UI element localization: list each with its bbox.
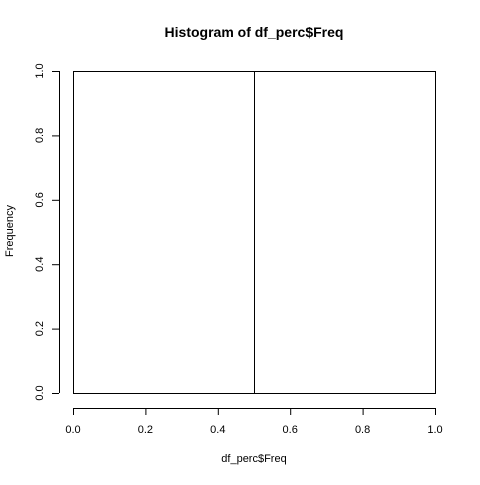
y-tick-label-5: 1.0 [34,63,46,78]
x-tick-label-4: 0.8 [355,424,370,436]
x-axis: 0.0 0.2 0.4 0.6 0.8 1.0 [65,408,442,436]
x-tick-label-3: 0.6 [283,424,298,436]
x-tick-label-5: 1.0 [427,424,442,436]
y-tick-label-3: 0.6 [34,192,46,207]
x-tick-label-2: 0.4 [210,424,225,436]
y-axis-label: Frequency [4,205,16,257]
y-tick-label-1: 0.2 [34,321,46,336]
y-tick-label-0: 0.0 [34,385,46,400]
histogram-bar-1 [74,72,255,394]
chart-title: Histogram of df_perc$Freq [165,24,344,40]
y-tick-label-2: 0.4 [34,257,46,272]
x-axis-label: df_perc$Freq [221,453,286,465]
x-tick-label-1: 0.2 [138,424,153,436]
y-tick-label-4: 0.8 [34,128,46,143]
x-tick-label-0: 0.0 [65,424,80,436]
bars-group [74,72,436,394]
histogram-bar-2 [255,72,436,394]
y-axis: 0.0 0.2 0.4 0.6 0.8 1.0 [34,63,60,400]
